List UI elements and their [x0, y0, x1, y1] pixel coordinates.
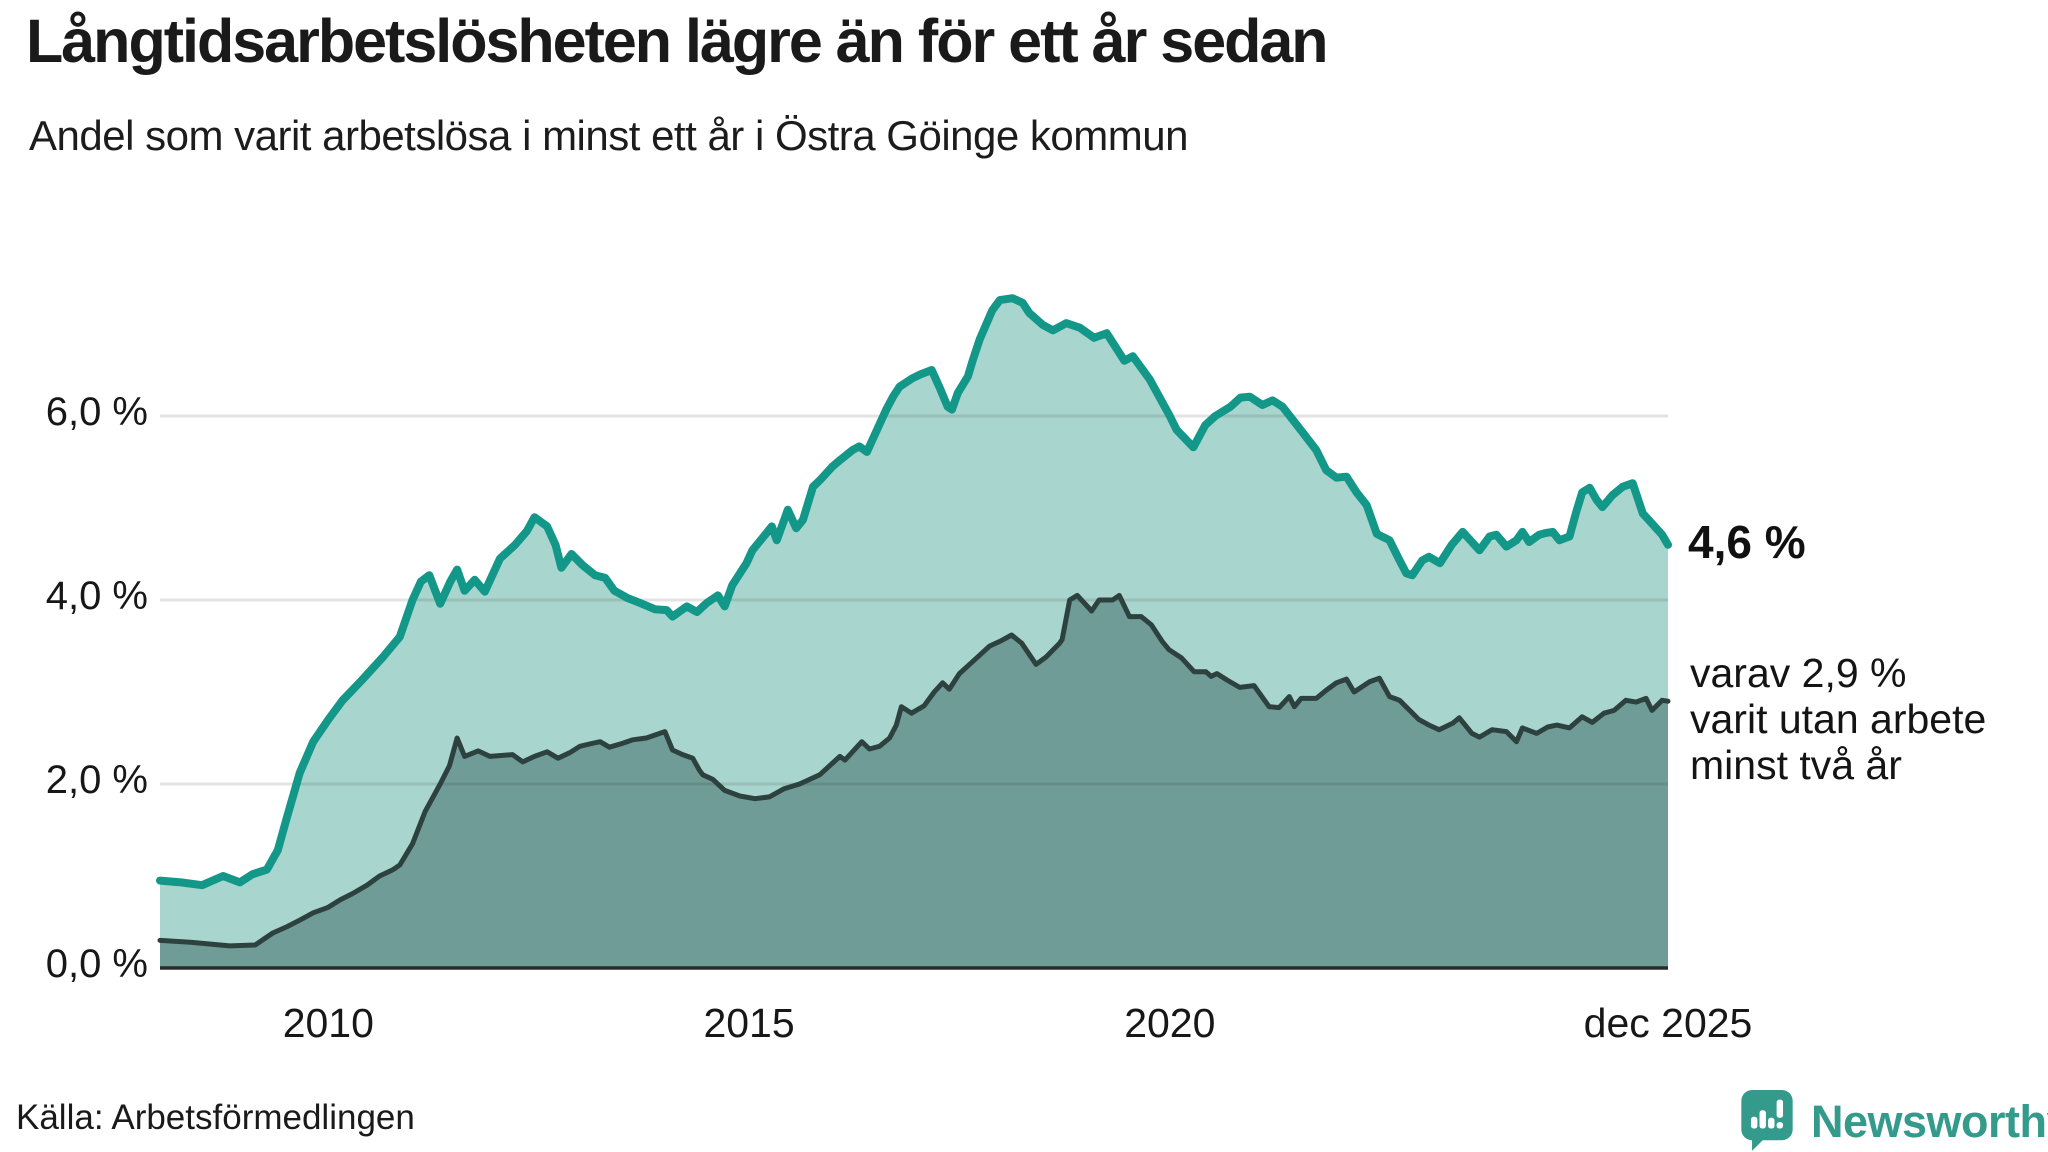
chart-title: Långtidsarbetslösheten lägre än för ett … [26, 7, 1329, 75]
x-axis-label-2020: 2020 [1124, 1000, 1216, 1046]
series-line-2yr [157, 592, 1671, 949]
latest-value-label: 4,6 % [1688, 516, 1806, 568]
x-axis-label-2010: 2010 [282, 1000, 374, 1046]
x-axis-label-2015: 2015 [703, 1000, 795, 1046]
two-year-note-label: varav 2,9 % varit utan arbete minst två … [1690, 650, 1987, 788]
chart-subtitle: Andel som varit arbetslösa i minst ett å… [29, 112, 1188, 159]
source-note: Källa: Arbetsförmedlingen [16, 1098, 415, 1137]
y-axis-label-2pct: 2,0 % [45, 758, 148, 802]
x-axis-label-dec-2025: dec 2025 [1583, 1000, 1753, 1046]
series-line-1yr [156, 294, 1672, 890]
newsworthy-logo: Newsworthy [1736, 1090, 2048, 1152]
newsworthy-wordmark: Newsworthy [1811, 1096, 2048, 1147]
y-axis-label-0pct: 0,0 % [45, 942, 148, 986]
y-axis-label-6pct: 6,0 % [45, 390, 148, 434]
newsworthy-bubble-chart-icon [1741, 1090, 1793, 1151]
y-axis-label-4pct: 4,0 % [45, 574, 148, 618]
series-area-2yr [160, 595, 1668, 968]
